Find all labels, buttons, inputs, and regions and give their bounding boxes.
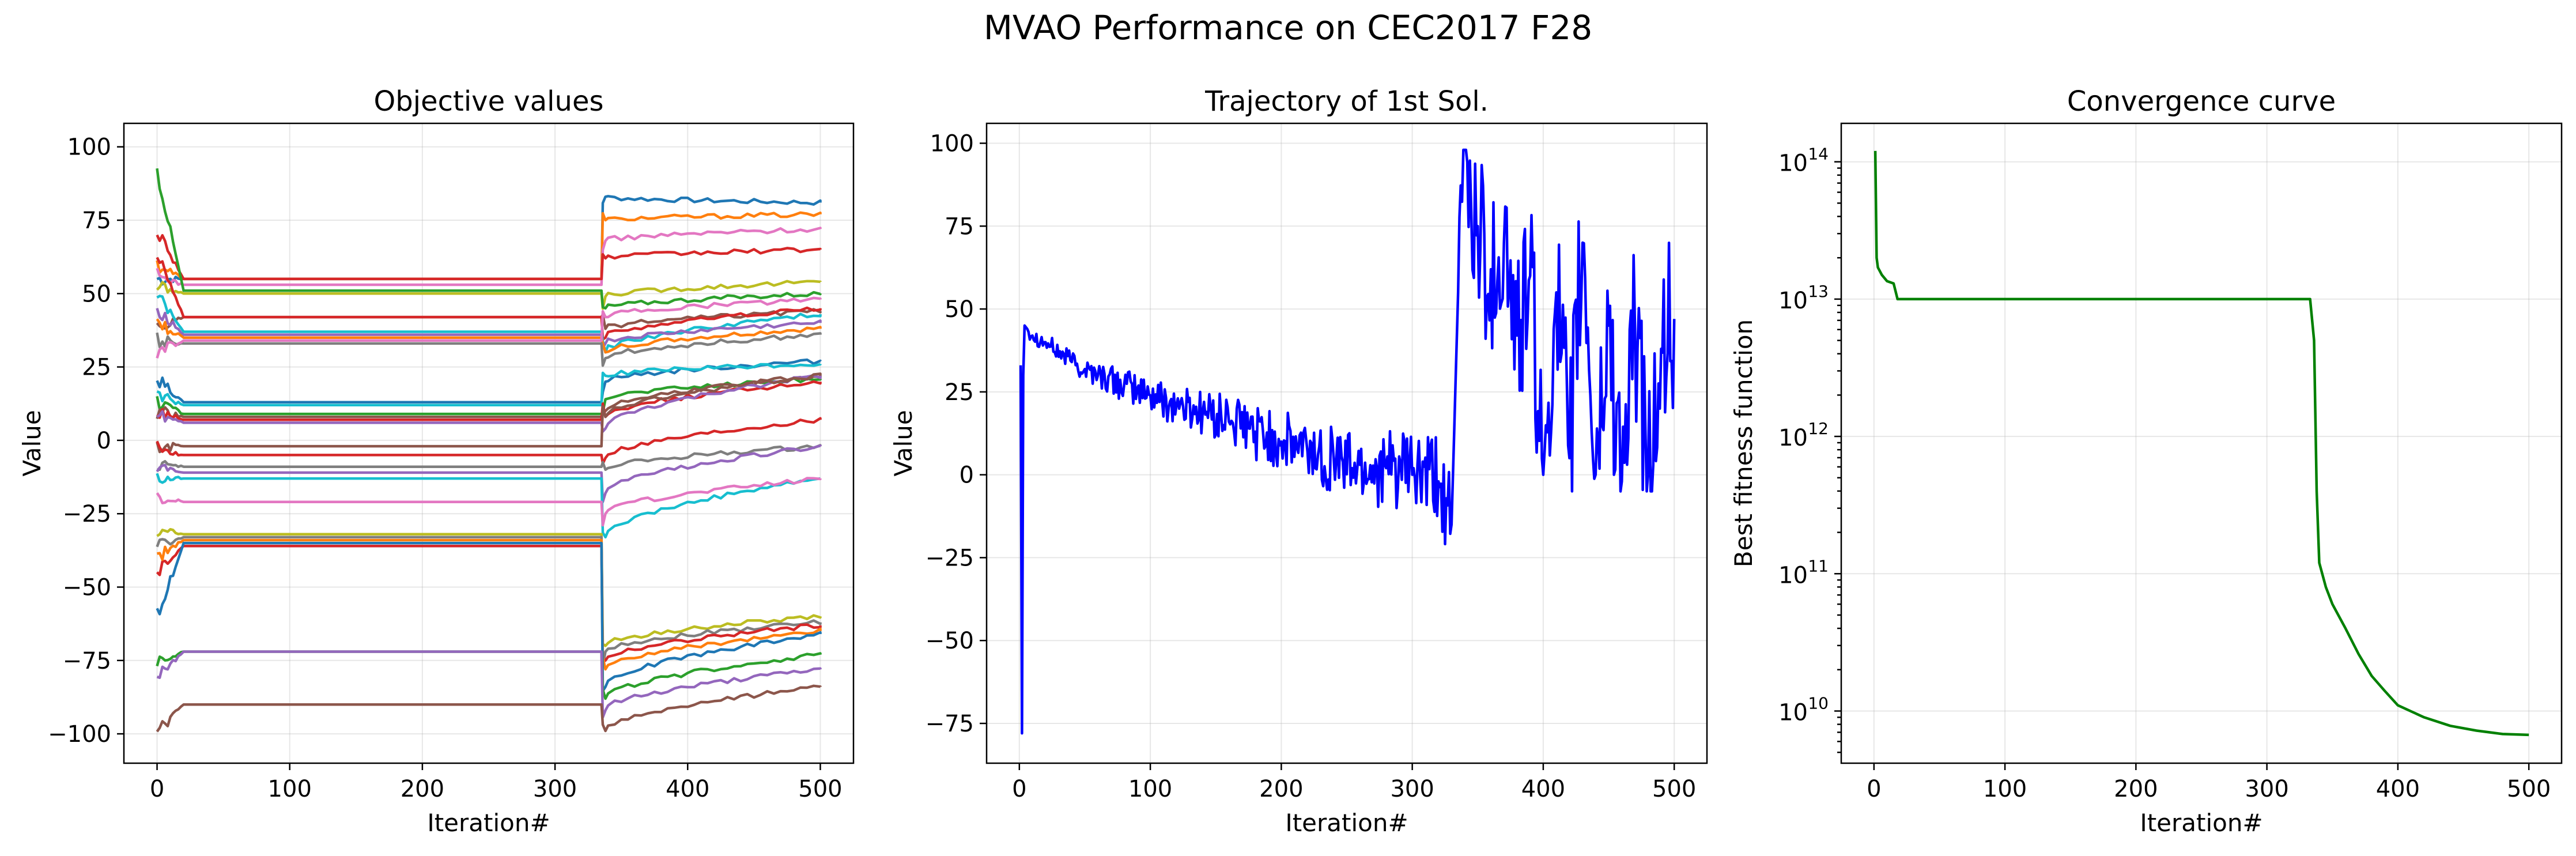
panel-title: Trajectory of 1st Sol. bbox=[1204, 85, 1489, 118]
series-line bbox=[156, 280, 822, 310]
plot-frame bbox=[123, 122, 855, 764]
series-line bbox=[156, 195, 822, 286]
x-tick-label: 500 bbox=[2507, 776, 2551, 802]
x-axis-label: Iteration# bbox=[427, 809, 550, 837]
x-tick-label: 300 bbox=[533, 776, 577, 802]
series-line bbox=[157, 538, 822, 671]
series-line bbox=[156, 296, 822, 359]
y-tick-label: −25 bbox=[63, 501, 111, 527]
series-line bbox=[156, 544, 822, 663]
x-tick-label: 100 bbox=[1128, 776, 1172, 802]
x-tick-label: 300 bbox=[1390, 776, 1434, 802]
y-axis-label: Value bbox=[889, 410, 917, 476]
series-line bbox=[156, 650, 822, 700]
x-tick-label: 500 bbox=[1652, 776, 1696, 802]
x-tick-label: 100 bbox=[1983, 776, 2027, 802]
y-tick-label: 10 bbox=[1778, 699, 1808, 726]
y-tick-label: −75 bbox=[926, 711, 974, 737]
panel-trajectory: 0 100 200 300 400 500 −75 −50 −25 0 25 50 75 100 Traje… bbox=[889, 85, 1708, 837]
series-line bbox=[156, 473, 821, 539]
x-tick-label: 300 bbox=[2245, 776, 2288, 802]
trajectory-line bbox=[1019, 148, 1676, 735]
series-line bbox=[156, 318, 822, 354]
y-tick-label: 10 bbox=[1778, 562, 1808, 589]
series-line bbox=[156, 358, 822, 404]
y-tick-label: 100 bbox=[67, 134, 111, 161]
series-line bbox=[156, 168, 822, 310]
series-line bbox=[156, 417, 822, 465]
y-tick-label: 10 bbox=[1778, 288, 1808, 314]
x-axis-label: Iteration# bbox=[2140, 809, 2263, 837]
y-tick-label: 25 bbox=[82, 355, 111, 381]
series-line bbox=[156, 684, 822, 733]
x-tick-label: 400 bbox=[666, 776, 709, 802]
x-tick-label: 400 bbox=[2376, 776, 2420, 802]
y-tick-label: 0 bbox=[97, 428, 111, 454]
x-tick-label: 0 bbox=[1012, 776, 1026, 802]
x-tick-label: 500 bbox=[798, 776, 842, 802]
series-line bbox=[156, 257, 822, 341]
x-tick-label: 200 bbox=[1259, 776, 1303, 802]
series-line bbox=[156, 308, 822, 350]
x-tick-label: 200 bbox=[401, 776, 444, 802]
y-axis-label: Value bbox=[18, 410, 46, 476]
series-line bbox=[156, 363, 822, 407]
series-line bbox=[156, 444, 822, 503]
x-tick-label: 200 bbox=[2114, 776, 2158, 802]
panel-title: Convergence curve bbox=[2067, 85, 2336, 118]
series-line bbox=[157, 444, 822, 472]
y-tick-label: 75 bbox=[945, 213, 974, 240]
x-tick-label: 400 bbox=[1521, 776, 1565, 802]
y-tick-label: 75 bbox=[82, 208, 111, 234]
y-tick-label: 50 bbox=[82, 281, 111, 307]
y-tick-exponent: 10 bbox=[1808, 693, 1829, 712]
y-tick-label: 100 bbox=[930, 131, 974, 157]
series-line bbox=[156, 527, 822, 647]
y-tick-label: 25 bbox=[945, 379, 974, 406]
convergence-line bbox=[1874, 150, 2529, 737]
series-line bbox=[156, 375, 822, 420]
series-line bbox=[156, 227, 822, 286]
series-line bbox=[156, 211, 822, 281]
y-tick-label: 50 bbox=[945, 296, 974, 323]
y-axis-label: Best fitness function bbox=[1729, 319, 1758, 567]
series-line bbox=[156, 234, 822, 281]
figure-title: MVAO Performance on CEC2017 F28 bbox=[984, 8, 1592, 47]
y-tick-label: 0 bbox=[960, 462, 974, 489]
series-line bbox=[156, 650, 822, 719]
plot-frame bbox=[985, 122, 1708, 764]
series-line bbox=[156, 372, 822, 454]
series-line bbox=[156, 536, 822, 668]
plot-frame bbox=[1840, 122, 2563, 764]
x-tick-label: 0 bbox=[1867, 776, 1881, 802]
panel-objective-values: 0 100 200 300 400 500 −100 −75 −50 −25 0 25 50 75 100 O… bbox=[18, 85, 855, 837]
panel-title: Objective values bbox=[374, 85, 604, 118]
y-tick-exponent: 13 bbox=[1808, 282, 1829, 301]
series-line bbox=[156, 477, 822, 527]
y-tick-exponent: 14 bbox=[1808, 145, 1829, 164]
y-tick-label: −100 bbox=[48, 721, 111, 748]
x-tick-label: 0 bbox=[150, 776, 164, 802]
series-line bbox=[156, 541, 822, 692]
y-tick-label: −25 bbox=[926, 545, 974, 571]
y-tick-exponent: 11 bbox=[1808, 556, 1829, 575]
y-tick-label: −75 bbox=[63, 648, 111, 674]
series-line bbox=[156, 380, 822, 421]
y-tick-exponent: 12 bbox=[1808, 419, 1829, 438]
x-tick-label: 100 bbox=[268, 776, 312, 802]
y-tick-label: −50 bbox=[63, 574, 111, 601]
y-tick-label: 10 bbox=[1778, 150, 1808, 177]
y-tick-label: 10 bbox=[1778, 425, 1808, 451]
y-tick-label: −50 bbox=[926, 628, 974, 654]
x-axis-label: Iteration# bbox=[1285, 809, 1408, 837]
